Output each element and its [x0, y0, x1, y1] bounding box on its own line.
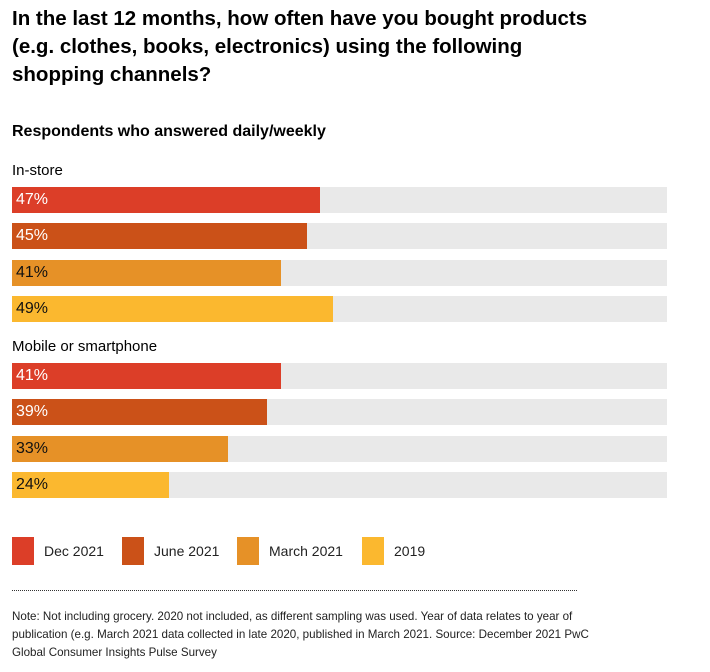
legend-label: June 2021 — [154, 543, 220, 559]
bar-track: 41% — [12, 363, 667, 389]
bar: 41% — [12, 363, 281, 389]
legend-swatch — [237, 537, 259, 565]
bar: 49% — [12, 295, 333, 322]
group-label: In-store — [12, 162, 63, 179]
bar: 24% — [12, 471, 170, 498]
bar: 47% — [12, 187, 320, 213]
bar-track: 24% — [12, 471, 667, 498]
group-label: Mobile or smartphone — [12, 338, 158, 355]
chart-title: In the last 12 months, how often have yo… — [12, 7, 588, 86]
bar-value-label: 41% — [16, 263, 49, 281]
legend-item: Dec 2021 — [12, 537, 104, 565]
divider — [12, 590, 577, 591]
bar: 45% — [12, 223, 307, 250]
bar-value-label: 45% — [16, 227, 49, 245]
bar-track: 49% — [12, 295, 667, 322]
legend-item: June 2021 — [122, 537, 219, 565]
footnote: Note: Not including grocery. 2020 not in… — [12, 610, 589, 659]
legend-label: March 2021 — [269, 543, 343, 559]
bar: 39% — [12, 399, 268, 426]
legend-swatch — [122, 537, 144, 565]
bar-value-label: 49% — [16, 299, 49, 317]
legend-swatch — [362, 537, 384, 565]
bar: 41% — [12, 259, 281, 286]
bar-track: 45% — [12, 223, 667, 250]
bar-track: 47% — [12, 187, 667, 213]
bar-value-label: 24% — [16, 475, 49, 493]
legend-label: Dec 2021 — [44, 543, 104, 559]
legend-swatch — [12, 537, 34, 565]
bar-track: 39% — [12, 399, 667, 426]
bar-track: 41% — [12, 259, 667, 286]
bar: 33% — [12, 435, 229, 462]
bar-value-label: 47% — [16, 191, 49, 208]
legend-label: 2019 — [394, 543, 426, 559]
bar-value-label: 33% — [16, 439, 49, 457]
chart-subtitle: Respondents who answered daily/weekly — [12, 123, 326, 140]
bar-value-label: 41% — [16, 367, 49, 384]
legend-item: March 2021 — [237, 537, 343, 565]
bar-value-label: 39% — [16, 403, 49, 421]
legend-item: 2019 — [362, 537, 425, 565]
bar-track: 33% — [12, 435, 667, 462]
